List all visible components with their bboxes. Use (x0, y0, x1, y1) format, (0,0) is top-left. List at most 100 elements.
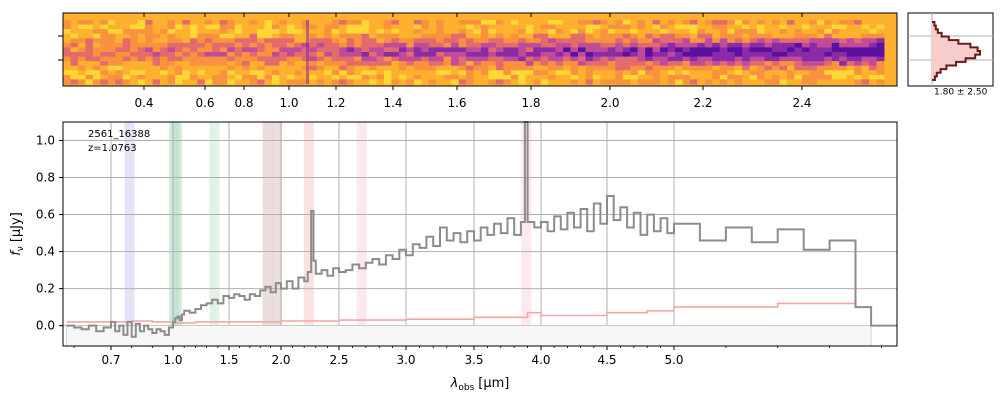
heatmap-cell (339, 61, 348, 67)
heatmap-cell (63, 47, 71, 53)
heatmap-cell (824, 70, 833, 76)
heatmap-cell (227, 65, 236, 71)
heatmap-cell (466, 47, 474, 53)
heatmap-cell (279, 61, 288, 67)
heatmap-cell (339, 79, 348, 85)
heatmap-cell (369, 42, 377, 48)
heatmap-cell (510, 29, 519, 35)
heatmap-cell (443, 79, 452, 85)
heatmap-cell (510, 20, 519, 26)
heatmap-cell (757, 65, 766, 71)
heatmap-cell (189, 79, 198, 85)
heatmap-cell (316, 47, 325, 53)
heatmap-cell (189, 70, 198, 76)
heatmap-cell (846, 38, 855, 44)
heatmap-cell (742, 61, 751, 67)
heatmap-cell (182, 61, 191, 67)
heatmap-cell (436, 52, 445, 58)
heatmap-cell (383, 33, 392, 39)
x-axis-ticks: 0.7 1.0 1.5 2.0 2.5 3.0 3.5 4.0 4.5 5.0 (73, 346, 882, 367)
heatmap-cell (682, 70, 691, 76)
heatmap-cell (398, 42, 407, 48)
heatmap-cell (816, 29, 825, 35)
heatmap-cell (585, 24, 594, 30)
heatmap-cell (794, 38, 803, 44)
heatmap-cell (182, 47, 191, 53)
heatmap-cell (824, 33, 833, 39)
heatmap-cell (540, 56, 549, 62)
heatmap-cell (182, 33, 191, 39)
heatmap-cell (712, 65, 721, 71)
heatmap-cell (369, 38, 377, 44)
heatmap-cell (160, 74, 168, 80)
heatmap-cell (555, 52, 564, 58)
heatmap-cell (189, 29, 198, 35)
heatmap-cell (242, 79, 251, 85)
heatmap-cell (376, 56, 385, 62)
heatmap-cell (645, 61, 654, 67)
heatmap-cell (622, 56, 631, 62)
heatmap-cell (316, 70, 325, 76)
heatmap-cell (675, 29, 683, 35)
heatmap-cell (585, 29, 594, 35)
heatmap-cell (809, 20, 818, 26)
heatmap-cell (443, 29, 452, 35)
emission-line-band-8 (521, 122, 532, 346)
heatmap-cell (212, 33, 221, 39)
heatmap-cell (339, 42, 348, 48)
heatmap-cell (413, 20, 422, 26)
2d-x-tick-label-0: 0.4 (134, 96, 153, 110)
heatmap-cell (495, 65, 504, 71)
heatmap-cell (794, 74, 803, 80)
heatmap-cell (152, 24, 161, 30)
heatmap-cell (122, 52, 131, 58)
grid-lines (63, 122, 897, 346)
heatmap-cell (839, 20, 848, 26)
heatmap-cell (398, 20, 407, 26)
heatmap-cell (548, 33, 557, 39)
heatmap-cell (757, 38, 766, 44)
heatmap-cell (443, 56, 452, 62)
heatmap-cell (391, 70, 400, 76)
heatmap-cell (488, 79, 497, 85)
heatmap-cell (100, 65, 109, 71)
heatmap-cell (772, 61, 780, 67)
heatmap-cell (398, 65, 407, 71)
heatmap-cell (652, 38, 661, 44)
heatmap-cell (794, 79, 803, 85)
heatmap-cell (667, 24, 676, 30)
heatmap-cell (92, 61, 101, 67)
heatmap-cell (652, 56, 661, 62)
heatmap-cell (249, 33, 258, 39)
heatmap-cell (488, 61, 497, 67)
heatmap-cell (607, 38, 616, 44)
heatmap-cell (518, 61, 527, 67)
heatmap-cell (451, 56, 460, 62)
heatmap-cell (100, 38, 109, 44)
heatmap-cell (197, 52, 206, 58)
heatmap-cell (660, 33, 669, 39)
heatmap-cell (689, 79, 698, 85)
heatmap-cell (361, 29, 370, 35)
heatmap-cell (533, 74, 542, 80)
heatmap-cell (458, 20, 467, 26)
heatmap-cell (63, 70, 71, 76)
heatmap-cell (637, 74, 646, 80)
heatmap-cell (167, 20, 176, 26)
heatmap-cell (667, 70, 676, 76)
heatmap-cell (204, 52, 213, 58)
heatmap-cell (801, 79, 810, 85)
heatmap-cell (667, 56, 676, 62)
heatmap-cell (495, 42, 504, 48)
heatmap-cell (757, 24, 766, 30)
heatmap-cell (77, 20, 86, 26)
heatmap-cell (458, 24, 467, 30)
heatmap-cell (667, 29, 676, 35)
heatmap-cell (607, 61, 616, 67)
heatmap-cell (667, 20, 676, 26)
heatmap-cell (286, 70, 295, 76)
heatmap-cell (234, 47, 243, 53)
heatmap-cell (339, 38, 348, 44)
heatmap-cell (115, 42, 124, 48)
heatmap-cell (779, 33, 788, 39)
